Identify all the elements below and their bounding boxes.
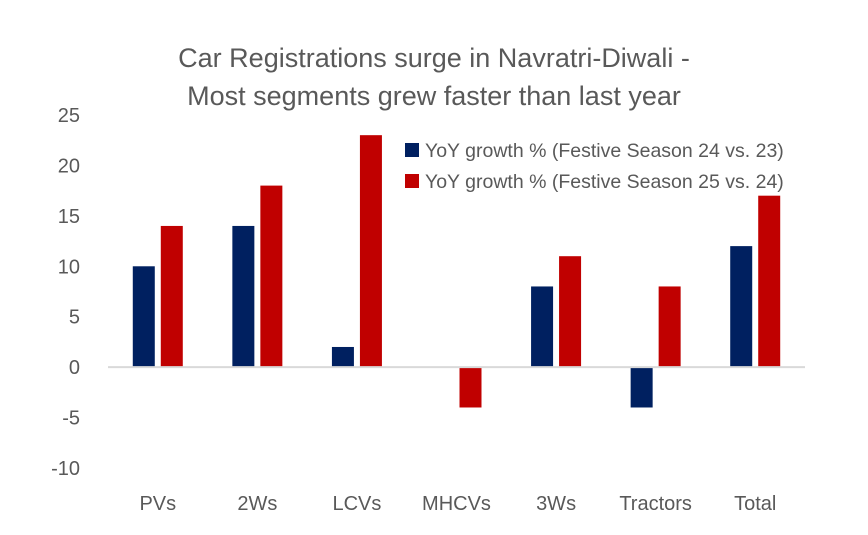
bar-2ws-series-2 bbox=[260, 185, 283, 368]
bar-total-series-1 bbox=[730, 246, 753, 368]
y-tick-label: 5 bbox=[69, 307, 80, 329]
bar-lcvs-series-2 bbox=[359, 135, 382, 368]
bar-pvs-series-1 bbox=[132, 266, 155, 368]
y-tick-label: 25 bbox=[58, 105, 80, 127]
x-category-label: 2Ws bbox=[237, 493, 277, 515]
bar-total-series-2 bbox=[758, 195, 781, 368]
x-category-label: Total bbox=[734, 493, 776, 515]
bar-lcvs-series-1 bbox=[331, 346, 354, 368]
y-axis-ticks: 25 20 15 10 5 0 -5 -10 bbox=[51, 105, 80, 480]
x-category-label: PVs bbox=[139, 493, 176, 515]
legend-swatch-series-2 bbox=[405, 174, 419, 188]
x-axis-categories: PVs 2Ws LCVs MHCVs 3Ws Tractors Total bbox=[139, 493, 776, 515]
x-category-label: 3Ws bbox=[536, 493, 576, 515]
legend: YoY growth % (Festive Season 24 vs. 23) … bbox=[405, 140, 784, 193]
y-tick-label: -10 bbox=[51, 458, 80, 480]
bar-mhcvs-series-2 bbox=[459, 367, 482, 408]
chart-title-line-2: Most segments grew faster than last year bbox=[187, 81, 681, 111]
y-tick-label: 20 bbox=[58, 155, 80, 177]
x-category-label: MHCVs bbox=[422, 493, 491, 515]
bar-pvs-series-2 bbox=[160, 225, 183, 368]
bar-2ws-series-1 bbox=[232, 225, 255, 368]
bar-3ws-series-1 bbox=[531, 286, 554, 368]
bar-tractors-series-1 bbox=[630, 367, 653, 408]
legend-label-series-1: YoY growth % (Festive Season 24 vs. 23) bbox=[425, 140, 784, 162]
y-tick-label: 0 bbox=[69, 357, 80, 379]
x-category-label: Tractors bbox=[619, 493, 692, 515]
y-tick-label: 15 bbox=[58, 206, 80, 228]
bars-group bbox=[132, 135, 781, 408]
x-category-label: LCVs bbox=[332, 493, 381, 515]
y-tick-label: 10 bbox=[58, 256, 80, 278]
bar-tractors-series-2 bbox=[658, 286, 681, 368]
bar-3ws-series-2 bbox=[559, 256, 582, 368]
legend-swatch-series-1 bbox=[405, 143, 419, 157]
y-tick-label: -5 bbox=[62, 408, 80, 430]
legend-label-series-2: YoY growth % (Festive Season 25 vs. 24) bbox=[425, 171, 784, 193]
chart-title-line-1: Car Registrations surge in Navratri-Diwa… bbox=[178, 43, 690, 73]
